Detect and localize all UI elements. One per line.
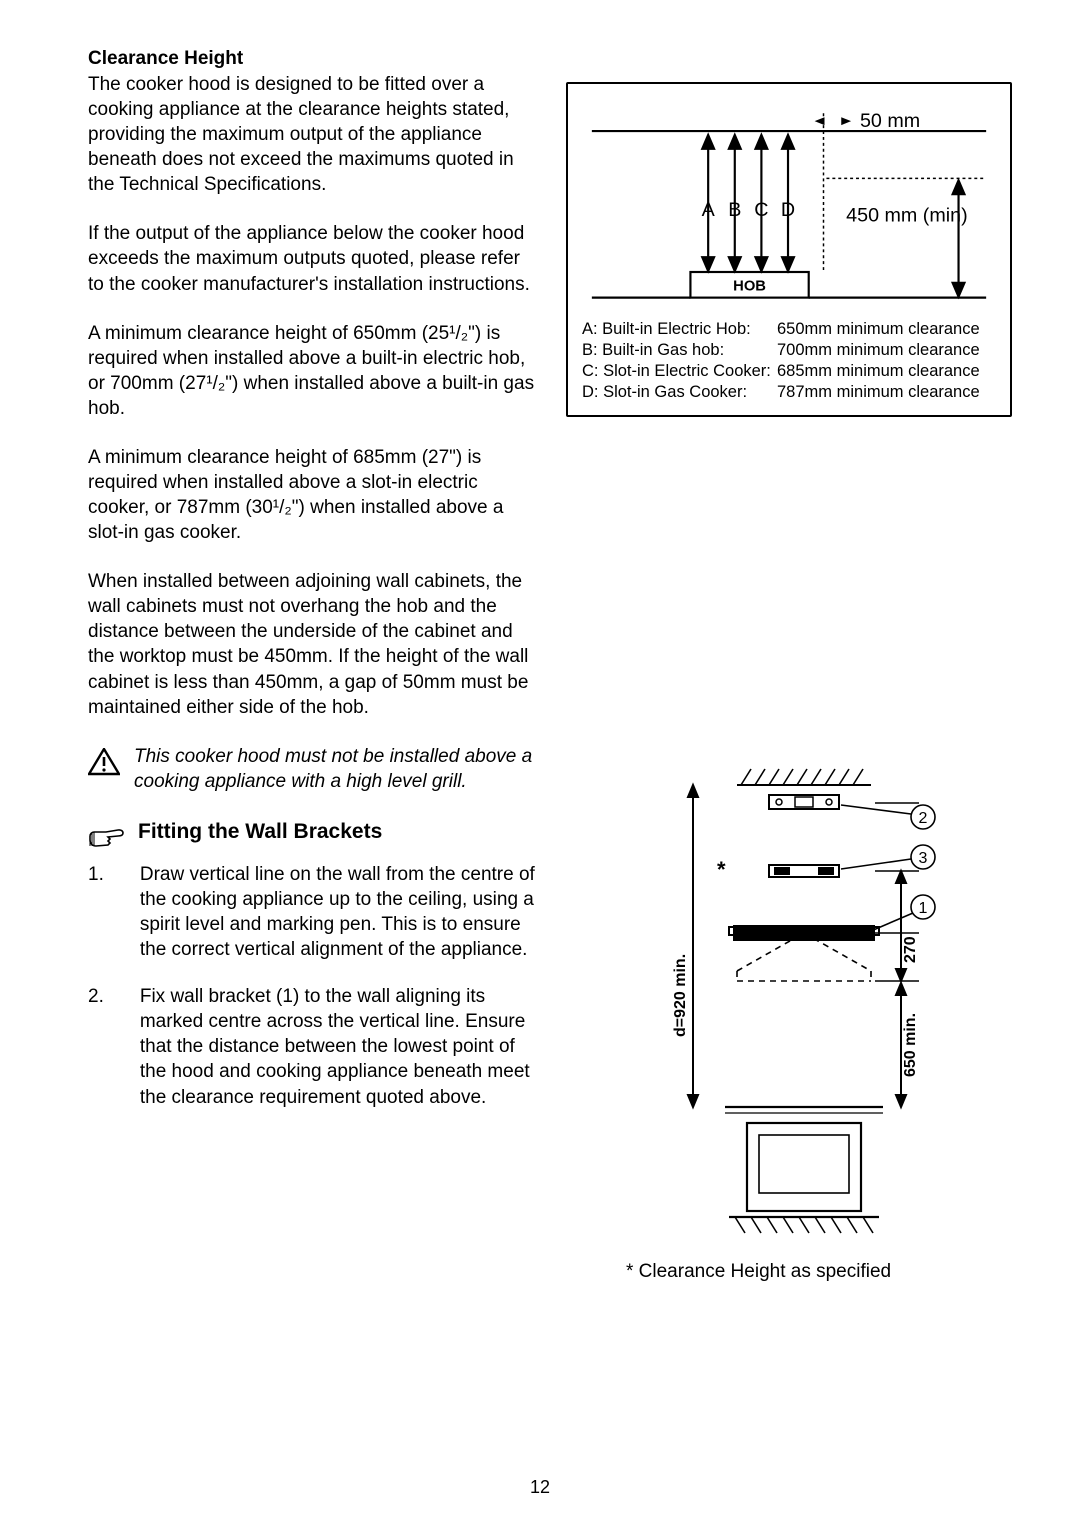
callout-1: 1 — [919, 900, 928, 917]
letter-b: B — [728, 199, 741, 221]
paragraph-4: A minimum clearance height of 685mm (27"… — [88, 445, 538, 545]
clearance-diagram-box: HOB 50 mm — [566, 82, 1012, 417]
footnote: * Clearance Height as specified — [626, 1261, 1012, 1283]
callout-3: 3 — [919, 850, 928, 867]
legend-row-d: D: Slot-in Gas Cooker: 787mm minimum cle… — [582, 382, 996, 403]
letter-d: D — [781, 199, 795, 221]
letter-c: C — [754, 199, 768, 221]
hob-label: HOB — [733, 279, 766, 295]
fitting-title: Fitting the Wall Brackets — [138, 820, 382, 844]
step-2-num: 2. — [88, 984, 104, 1109]
step-1-text: Draw vertical line on the wall from the … — [140, 862, 538, 962]
width-label: 450 mm (min) — [846, 205, 968, 227]
legend-row-a: A: Built-in Electric Hob: 650mm minimum … — [582, 319, 996, 340]
installation-diagram: * d=920 min. — [619, 757, 959, 1243]
pointing-hand-icon — [88, 822, 126, 850]
paragraph-1: The cooker hood is designed to be fitted… — [88, 72, 538, 197]
gap-label: 50 mm — [860, 110, 920, 132]
letter-a: A — [702, 199, 716, 221]
right-column: HOB 50 mm — [566, 48, 1012, 1283]
top-dim: 270 — [902, 937, 919, 964]
step-1-num: 1. — [88, 862, 104, 962]
step-2-text: Fix wall bracket (1) to the wall alignin… — [140, 984, 538, 1109]
page-number: 12 — [0, 1477, 1080, 1498]
legend-row-b: B: Built-in Gas hob: 700mm minimum clear… — [582, 340, 996, 361]
warning-text: This cooker hood must not be installed a… — [134, 744, 538, 794]
paragraph-5: When installed between adjoining wall ca… — [88, 569, 538, 719]
left-column: Clearance Height The cooker hood is desi… — [88, 48, 538, 1283]
callout-2: 2 — [919, 810, 928, 827]
fitting-heading-row: Fitting the Wall Brackets — [88, 820, 538, 852]
warning-triangle-icon — [88, 748, 120, 776]
step-1: 1. Draw vertical line on the wall from t… — [88, 862, 538, 962]
min-label: 650 min. — [902, 1013, 919, 1077]
d-label: d=920 min. — [672, 954, 689, 1037]
clearance-heading: Clearance Height — [88, 48, 538, 70]
asterisk: * — [717, 857, 726, 882]
clearance-diagram: HOB 50 mm — [582, 98, 996, 308]
paragraph-2: If the output of the appliance below the… — [88, 221, 538, 296]
warning-block: This cooker hood must not be installed a… — [88, 744, 538, 794]
legend-row-c: C: Slot-in Electric Cooker: 685mm minimu… — [582, 361, 996, 382]
paragraph-3: A minimum clearance height of 650mm (25¹… — [88, 321, 538, 421]
step-2: 2. Fix wall bracket (1) to the wall alig… — [88, 984, 538, 1109]
steps-list: 1. Draw vertical line on the wall from t… — [88, 862, 538, 1110]
clearance-legend: A: Built-in Electric Hob: 650mm minimum … — [582, 319, 996, 403]
